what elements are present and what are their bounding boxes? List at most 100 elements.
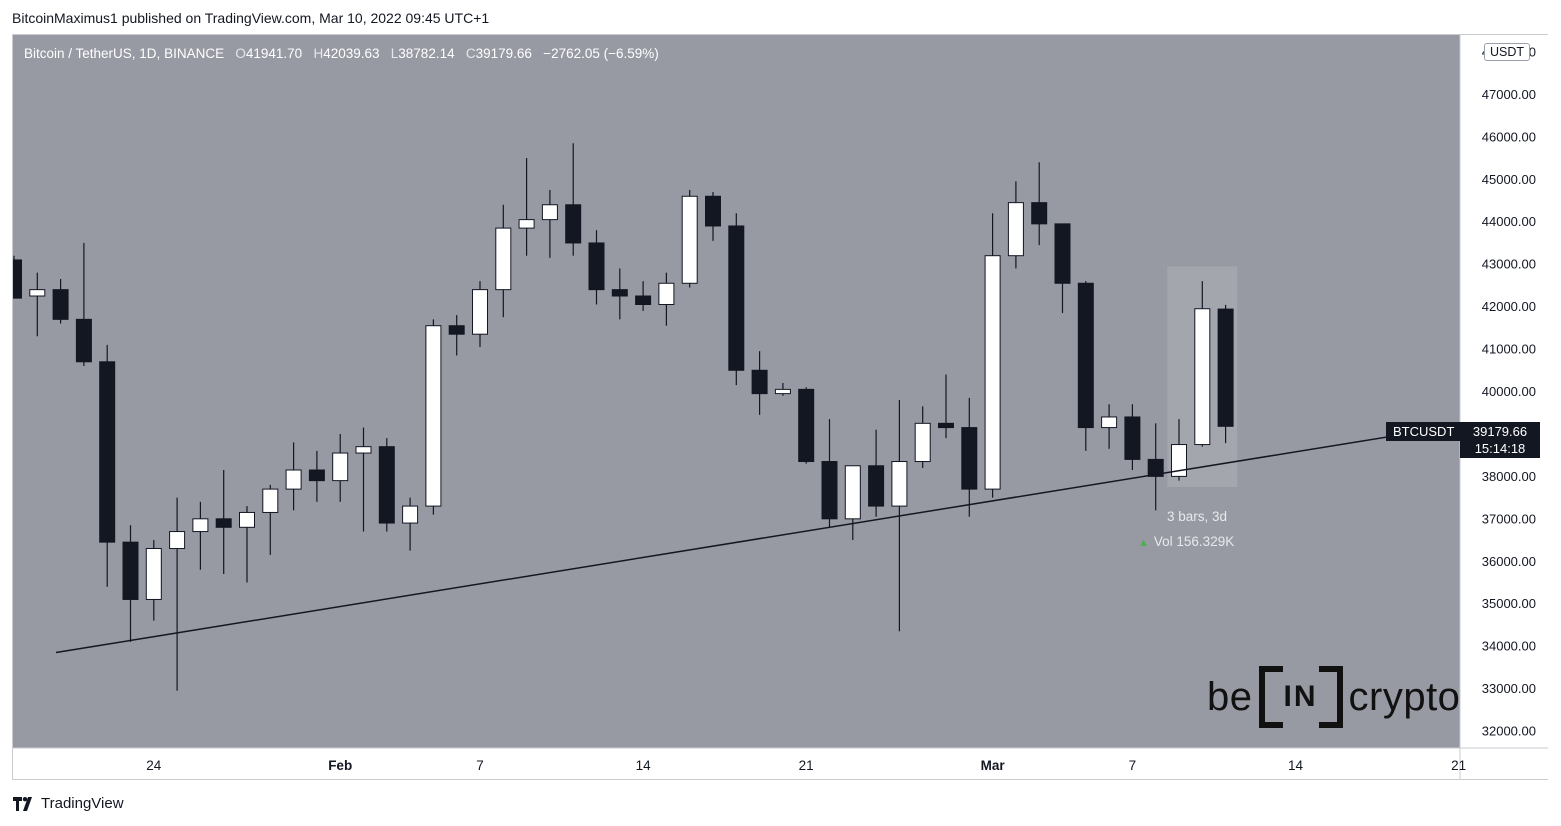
support-trendline <box>55 424 1459 654</box>
time-tick-label: 24 <box>146 758 162 773</box>
legend-change: −2762.05 (−6.59%) <box>543 46 659 61</box>
price-tick-label: 45000.00 <box>1482 172 1536 187</box>
candle-down <box>611 289 628 297</box>
time-tick-label: 14 <box>1288 758 1304 773</box>
price-tick-label: 35000.00 <box>1482 596 1536 611</box>
time-tick-label: 14 <box>636 758 652 773</box>
logo-text-be: be <box>1207 674 1253 719</box>
measure-bars-label: 3 bars, 3d <box>1167 509 1228 524</box>
candle-down <box>308 469 325 482</box>
price-tick-label: 36000.00 <box>1482 554 1536 569</box>
candle-up <box>192 518 209 533</box>
time-tick-label: 21 <box>1451 758 1466 773</box>
candle-down <box>868 465 885 507</box>
time-axis <box>13 748 1460 779</box>
candle-up <box>518 219 535 229</box>
price-tick-label: 41000.00 <box>1482 342 1536 357</box>
candle-up <box>1101 416 1118 429</box>
candle-up <box>914 422 931 463</box>
tradingview-logo-icon <box>13 796 32 811</box>
price-tick-label: 32000.00 <box>1482 724 1536 739</box>
time-tick-label: 21 <box>799 758 814 773</box>
logo-text-in: IN <box>1283 680 1318 713</box>
symbol-tag: BTCUSDT <box>1386 422 1462 441</box>
last-price-tag: 39179.66 15:14:18 <box>1460 422 1540 458</box>
price-tick-label: 37000.00 <box>1482 511 1536 526</box>
candle-down <box>52 289 69 320</box>
logo-text-crypto: crypto <box>1348 674 1461 719</box>
candle-down <box>1124 416 1141 460</box>
plot-background <box>13 35 1460 748</box>
plot-area <box>13 143 1459 691</box>
legend-open-value: 41941.70 <box>245 46 303 61</box>
candle-down <box>215 518 232 528</box>
bar-countdown: 15:14:18 <box>1474 441 1526 456</box>
price-tick-label: 44000.00 <box>1482 214 1536 229</box>
measure-volume: ▲ Vol 156.329K <box>1138 534 1234 549</box>
published-caption: BitcoinMaximus1 published on TradingView… <box>12 10 490 26</box>
time-tick-label: Mar <box>981 758 1006 773</box>
candle-up <box>355 446 372 454</box>
candle-down <box>565 204 582 244</box>
candle-down <box>75 318 92 363</box>
currency-badge[interactable]: USDT <box>1484 43 1531 61</box>
candle-down <box>99 361 116 543</box>
time-tick-label: Feb <box>328 758 352 773</box>
candle-up <box>1194 308 1211 446</box>
price-tick-label: 42000.00 <box>1482 299 1536 314</box>
candle-down <box>798 388 815 463</box>
tradingview-footer-label: TradingView <box>41 795 124 812</box>
candle-up <box>285 469 302 490</box>
time-tick-label: 7 <box>1129 758 1137 773</box>
price-tick-label: 43000.00 <box>1482 257 1536 272</box>
candle-down <box>13 259 22 299</box>
price-tick-label: 38000.00 <box>1482 469 1536 484</box>
candle-down <box>1077 282 1094 429</box>
tradingview-footer[interactable]: TradingView <box>13 795 124 812</box>
price-axis <box>1460 35 1548 779</box>
candle-up <box>658 282 675 305</box>
legend-open-label: O <box>235 46 246 61</box>
legend-low-value: 38782.14 <box>398 46 455 61</box>
candle-up <box>29 289 46 297</box>
last-price-value: 39179.66 <box>1472 424 1528 439</box>
price-tick-label: 33000.00 <box>1482 681 1536 696</box>
candle-up <box>262 488 279 513</box>
logo-left-bracket <box>1258 666 1283 728</box>
price-tick-label: 34000.00 <box>1482 639 1536 654</box>
legend-close-label: C <box>465 46 476 61</box>
candle-down <box>635 295 652 305</box>
candle-down <box>1217 308 1234 427</box>
legend-high-label: H <box>313 46 324 61</box>
logo-right-bracket <box>1318 666 1343 728</box>
candle-down <box>122 541 139 600</box>
candle-up <box>774 388 791 395</box>
beincrypto-logo: be IN crypto <box>1207 664 1460 730</box>
ohlc-legend: Bitcoin / TetherUS, 1D, BINANCE O41941.7… <box>24 46 659 61</box>
legend-close-value: 39179.66 <box>475 46 532 61</box>
candle-up <box>239 511 255 528</box>
candle-up <box>681 195 698 284</box>
candle-up <box>844 465 861 520</box>
candle-up <box>984 255 1001 490</box>
candle-down <box>705 195 721 227</box>
candle-down <box>588 242 605 291</box>
candle-up <box>1007 202 1024 257</box>
candle-up <box>332 452 349 482</box>
legend-low-label: L <box>390 46 399 61</box>
price-tick-label: 40000.00 <box>1482 384 1536 399</box>
candle-up <box>472 289 488 335</box>
logo-bracket-box: IN <box>1258 666 1343 728</box>
candle-down <box>728 225 745 371</box>
candle-down <box>1054 223 1071 284</box>
candle-up <box>891 461 908 507</box>
candle-up <box>541 204 558 221</box>
candle-down <box>821 461 838 520</box>
time-tick-label: 7 <box>476 758 484 773</box>
candle-down <box>1031 202 1048 225</box>
candle-down <box>1147 458 1164 477</box>
legend-high-value: 42039.63 <box>323 46 380 61</box>
candle-up <box>169 531 186 550</box>
legend-symbol[interactable]: Bitcoin / TetherUS, 1D, BINANCE <box>24 46 225 61</box>
